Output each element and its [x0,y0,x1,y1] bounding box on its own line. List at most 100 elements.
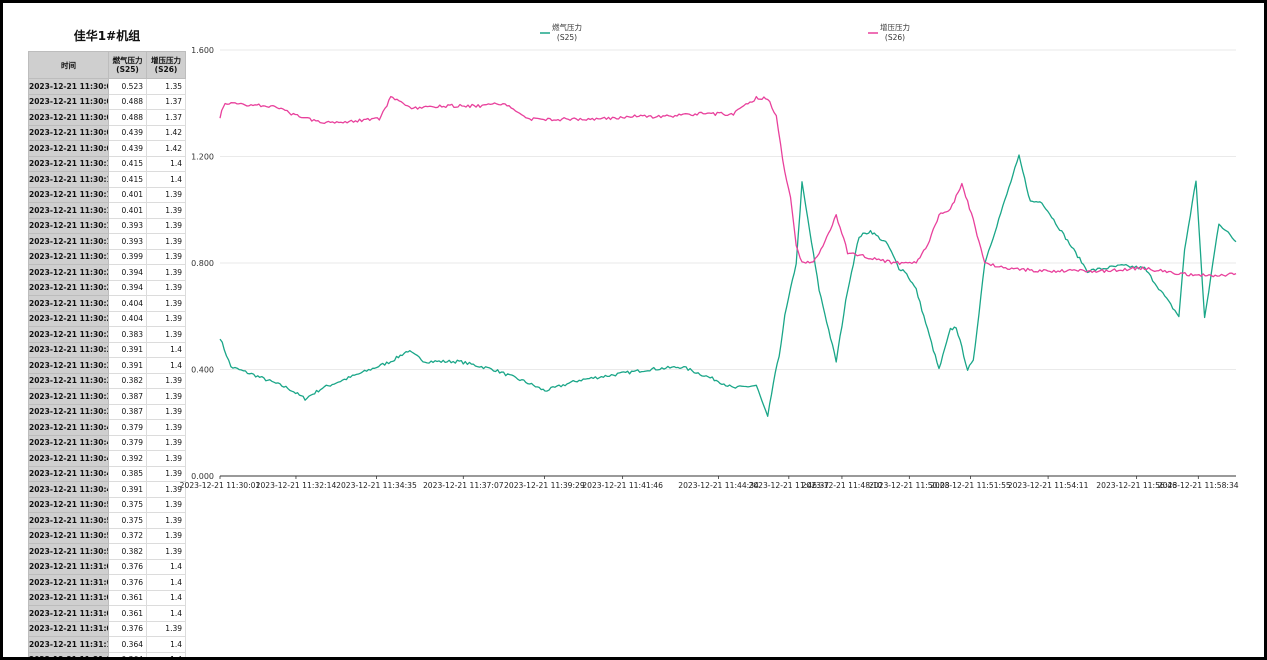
legend-label: (S25) [557,33,577,42]
y-tick-label: 0.800 [191,259,214,268]
cell-s26: 1.39 [146,481,186,498]
line-chart: 0.000 0.400 0.800 1.200 1.600 2023-12-21 11:… [180,22,1239,490]
table-row: 2023-12-21 11:30:10 0.415 1.4 [28,155,186,172]
table-row: 2023-12-21 11:31:10 0.364 1.4 [28,636,186,653]
table-row: 2023-12-21 11:30:05 0.488 1.37 [28,109,186,126]
table-row: 2023-12-21 11:30:22 0.394 1.39 [28,264,186,281]
table-row: 2023-12-21 11:30:07 0.439 1.42 [28,124,186,141]
table-title: 佳华1#机组 [73,29,141,43]
cell-time: 2023-12-21 11:31:05 [28,605,109,622]
cell-time: 2023-12-21 11:30:17 [28,233,109,250]
cell-time: 2023-12-21 11:30:37 [28,388,109,405]
table-row: 2023-12-21 11:30:31 0.391 1.4 [28,341,186,358]
x-tick-label: 2023-12-21 11:48:10 [802,481,883,490]
x-tick-label: 2023-12-21 11:56:46 [1096,481,1177,490]
cell-s26: 1.39 [146,295,186,312]
x-tick-label: 2023-12-21 11:30:01 [180,481,261,490]
cell-s26: 1.39 [146,465,186,482]
x-tick-label: 2023-12-21 11:39:29 [504,481,585,490]
grid-lines [219,49,1236,479]
cell-time: 2023-12-21 11:30:32 [28,357,109,374]
data-table-panel: 佳华1#机组 时间 燃气压力 (S25) 增压压力 (S26) 2023-12-21… [28,3,186,657]
table-row: 2023-12-21 11:30:32 0.391 1.4 [28,357,186,374]
cell-time: 2023-12-21 11:30:04 [28,93,109,110]
cell-time: 2023-12-21 11:30:19 [28,248,109,265]
legend-label: 增压压力 [880,22,910,32]
series-lines [219,95,1237,417]
x-tick-label: 2023-12-21 11:44:34 [678,481,759,490]
cell-time: 2023-12-21 11:30:25 [28,295,109,312]
cell-time: 2023-12-21 11:30:28 [28,326,109,343]
legend: 燃气压力(S25) 增压压力(S26) [540,22,910,42]
legend-label: 燃气压力 [552,22,582,32]
table-row: 2023-12-21 11:30:14 0.401 1.39 [28,202,186,219]
x-tick-label: 2023-12-21 11:37:07 [423,481,504,490]
table-row: 2023-12-21 11:30:16 0.393 1.39 [28,217,186,234]
cell-time: 2023-12-21 11:31:07 [28,620,109,637]
series-line-s25 [219,154,1237,417]
legend-label: (S26) [885,33,905,42]
table-row: 2023-12-21 11:30:53 0.375 1.39 [28,512,186,529]
x-tick-label: 2023-12-21 11:34:35 [336,481,417,490]
cell-time: 2023-12-21 11:30:31 [28,341,109,358]
table-row: 2023-12-21 11:30:11 0.415 1.4 [28,171,186,188]
cell-time: 2023-12-21 11:30:10 [28,155,109,172]
cell-s26: 1.39 [146,403,186,420]
x-tick-label: 2023-12-21 11:41:46 [582,481,663,490]
x-tick-label: 2023-12-21 11:54:11 [1008,481,1089,490]
table-header-row: 时间 燃气压力 (S25) 增压压力 (S26) [28,51,186,79]
table-row: 2023-12-21 11:30:58 0.382 1.39 [28,543,186,560]
table-row: 2023-12-21 11:30:37 0.387 1.39 [28,388,186,405]
cell-time: 2023-12-21 11:30:55 [28,527,109,544]
data-table: 时间 燃气压力 (S25) 增压压力 (S26) 2023-12-21 11:30:… [28,51,186,657]
cell-time: 2023-12-21 11:30:53 [28,512,109,529]
y-tick-labels: 0.000 0.400 0.800 1.200 1.600 [191,46,214,481]
x-tick-label: 2023-12-21 11:51:55 [930,481,1011,490]
cell-time: 2023-12-21 11:30:23 [28,279,109,296]
y-tick-label: 1.200 [191,153,214,162]
cell-time: 2023-12-21 11:30:49 [28,481,109,498]
cell-time: 2023-12-21 11:30:05 [28,109,109,126]
cell-s26: 1.39 [146,434,186,451]
cell-time: 2023-12-21 11:30:34 [28,372,109,389]
table-row: 2023-12-21 11:31:04 0.361 1.4 [28,589,186,606]
cell-s26: 1.39 [146,326,186,343]
y-tick-label: 0.000 [191,472,214,481]
table-row: 2023-12-21 11:30:43 0.392 1.39 [28,450,186,467]
table-row: 2023-12-21 11:30:46 0.385 1.39 [28,465,186,482]
y-tick-label: 0.400 [191,366,214,375]
cell-time: 2023-12-21 11:30:58 [28,543,109,560]
table-row: 2023-12-21 11:30:19 0.399 1.39 [28,248,186,265]
cell-time: 2023-12-21 11:30:07 [28,124,109,141]
x-tick-label: 2023-12-21 11:32:14 [256,481,337,490]
y-tick-label: 1.600 [191,46,214,55]
table-row: 2023-12-21 11:30:49 0.391 1.39 [28,481,186,498]
x-tick-label: 2023-12-21 11:58:34 [1158,481,1239,490]
series-line-s26 [219,95,1237,278]
table-row: 2023-12-21 11:30:23 0.394 1.39 [28,279,186,296]
table-row: 2023-12-21 11:30:01 0.523 1.35 [28,78,186,95]
cell-s26: 1.39 [146,496,186,513]
report-page: 佳华1#机组 时间 燃气压力 (S25) 增压压力 (S26) 2023-12-21… [3,3,1264,657]
table-row: 2023-12-21 11:30:04 0.488 1.37 [28,93,186,110]
cell-s26: 1.37 [146,109,186,126]
table-row: 2023-12-21 11:30:25 0.404 1.39 [28,295,186,312]
cell-time: 2023-12-21 11:30:43 [28,450,109,467]
cell-time: 2023-12-21 11:30:22 [28,264,109,281]
header-s26: 增压压力 (S26) [146,51,186,79]
x-tick-label: 2023-12-21 11:46:37 [748,481,829,490]
cell-time: 2023-12-21 11:31:04 [28,589,109,606]
header-s25: 燃气压力 (S25) [108,51,147,79]
cell-time: 2023-12-21 11:30:40 [28,419,109,436]
table-row: 2023-12-21 11:31:05 0.361 1.4 [28,605,186,622]
cell-time: 2023-12-21 11:30:01 [28,78,109,95]
table-row: 2023-12-21 11:30:26 0.404 1.39 [28,310,186,327]
x-tick-label: 2023-12-21 11:50:08 [869,481,950,490]
cell-time: 2023-12-21 11:30:26 [28,310,109,327]
cell-s26: 1.4 [146,605,186,622]
cell-s26: 1.4 [146,651,186,657]
table-row: 2023-12-21 11:30:40 0.379 1.39 [28,419,186,436]
table-row: 2023-12-21 11:30:28 0.383 1.39 [28,326,186,343]
